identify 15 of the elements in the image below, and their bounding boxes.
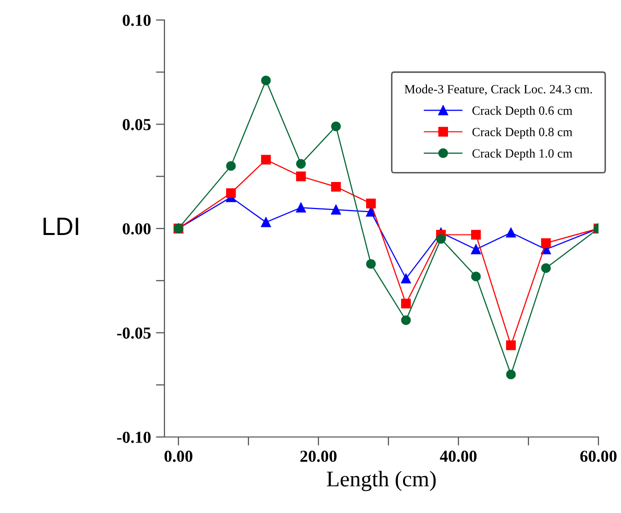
legend-label: Crack Depth 1.0 cm — [472, 148, 572, 160]
y-tick-label: -0.10 — [117, 432, 151, 444]
x-tick-label: 40.00 — [440, 450, 477, 462]
x-tick-label: 60.00 — [580, 450, 617, 462]
legend-label: Crack Depth 0.6 cm — [472, 106, 572, 118]
y-axis-title: LDI — [44, 218, 78, 235]
x-tick-label: 20.00 — [300, 450, 337, 462]
y-tick-label: 0.00 — [122, 223, 151, 235]
y-tick-label: 0.05 — [122, 118, 151, 130]
legend-label: Crack Depth 0.8 cm — [472, 127, 572, 139]
x-tick-label: 0.00 — [164, 450, 192, 462]
x-axis-title: Length (cm) — [326, 470, 436, 492]
y-tick-label: 0.10 — [122, 14, 151, 26]
y-tick-label: -0.05 — [117, 327, 151, 339]
legend-title: Mode-3 Feature, Crack Loc. 24.3 cm. — [404, 84, 592, 96]
